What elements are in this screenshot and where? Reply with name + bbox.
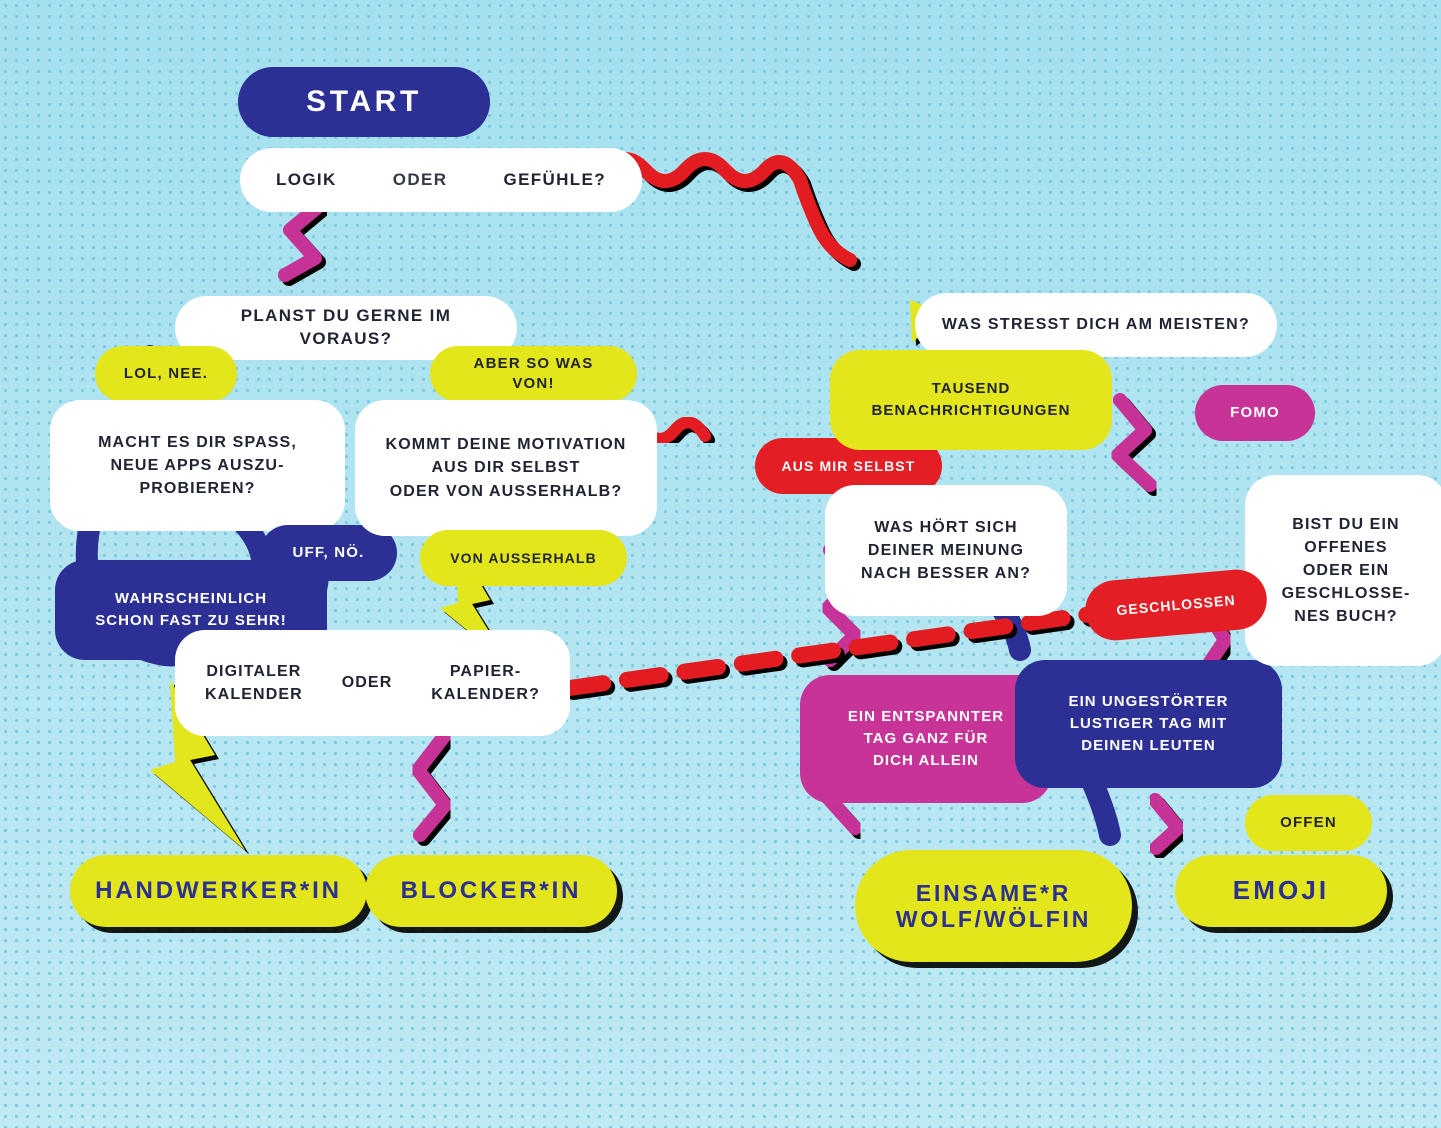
a-abersowasvon-text: ABER SO WAS VON! (456, 354, 611, 395)
q-apps-text: MACHT ES DIR SPASS, NEUE APPS AUSZU- PRO… (98, 431, 297, 501)
question-kalender: DIGITALER KALENDER ODER PAPIER- KALENDER… (175, 630, 570, 736)
start-label: START (306, 82, 422, 123)
question-motivation: KOMMT DEINE MOTIVATION AUS DIR SELBST OD… (355, 400, 657, 536)
answer-offen[interactable]: OFFEN (1245, 795, 1372, 851)
question-logik-gefuehle: LOGIK ODER GEFÜHLE? (240, 148, 642, 212)
result-handwerker-label: HANDWERKER*IN (95, 875, 342, 907)
q-buch-text: BIST DU EIN OFFENES ODER EIN GESCHLOSSE-… (1282, 513, 1411, 629)
qk-connector: ODER (342, 671, 393, 694)
question-besser: WAS HÖRT SICH DEINER MEINUNG NACH BESSER… (825, 485, 1067, 616)
a-ausmir-text: AUS MIR SELBST (782, 457, 916, 476)
q-planst-text: PLANST DU GERNE IM VORAUS? (201, 305, 491, 351)
result-emoji-label: EMOJI (1233, 873, 1330, 908)
answer-abersowasvon[interactable]: ABER SO WAS VON! (430, 346, 637, 402)
a-wahrscheinlich-text: WAHRSCHEINLICH SCHON FAST ZU SEHR! (95, 588, 287, 632)
a-lolnee-text: LOL, NEE. (124, 364, 208, 384)
a-offen-text: OFFEN (1280, 813, 1337, 833)
a-entspannter-text: EIN ENTSPANNTER TAG GANZ FÜR DICH ALLEIN (848, 706, 1004, 771)
answer-aussen[interactable]: VON AUSSERHALB (420, 530, 627, 586)
a-tausend-text: TAUSEND BENACHRICHTIGUNGEN (872, 378, 1071, 422)
qk-left[interactable]: DIGITALER KALENDER (205, 660, 303, 706)
a-fomo-text: FOMO (1230, 403, 1280, 423)
result-blocker: BLOCKER*IN (365, 855, 617, 927)
result-handwerker: HANDWERKER*IN (70, 855, 367, 927)
q1-connector: ODER (393, 169, 448, 192)
question-stress: WAS STRESST DICH AM MEISTEN? (915, 293, 1277, 357)
result-emoji: EMOJI (1175, 855, 1387, 927)
question-buch: BIST DU EIN OFFENES ODER EIN GESCHLOSSE-… (1245, 475, 1441, 666)
result-wolf-label: EINSAME*R WOLF/WÖLFIN (896, 880, 1091, 933)
a-aussen-text: VON AUSSERHALB (450, 549, 597, 568)
q1-option-gefuehle[interactable]: GEFÜHLE? (503, 169, 606, 192)
result-wolf: EINSAME*R WOLF/WÖLFIN (855, 850, 1132, 962)
answer-tausend[interactable]: TAUSEND BENACHRICHTIGUNGEN (830, 350, 1112, 450)
answer-geschlossen[interactable]: GESCHLOSSEN (1083, 567, 1270, 643)
qk-right[interactable]: PAPIER- KALENDER? (431, 660, 540, 706)
q1-option-logik[interactable]: LOGIK (276, 169, 337, 192)
answer-fomo[interactable]: FOMO (1195, 385, 1315, 441)
start-node: START (238, 67, 490, 137)
q-besser-text: WAS HÖRT SICH DEINER MEINUNG NACH BESSER… (861, 516, 1031, 586)
q-motivation-text: KOMMT DEINE MOTIVATION AUS DIR SELBST OD… (386, 433, 627, 503)
question-apps: MACHT ES DIR SPASS, NEUE APPS AUSZU- PRO… (50, 400, 345, 531)
a-lustig-text: EIN UNGESTÖRTER LUSTIGER TAG MIT DEINEN … (1069, 691, 1229, 756)
a-geschlossen-text: GESCHLOSSEN (1116, 590, 1237, 619)
result-blocker-label: BLOCKER*IN (401, 875, 582, 907)
q-stress-text: WAS STRESST DICH AM MEISTEN? (942, 314, 1250, 336)
answer-lustig[interactable]: EIN UNGESTÖRTER LUSTIGER TAG MIT DEINEN … (1015, 660, 1282, 788)
answer-lolnee[interactable]: LOL, NEE. (95, 346, 237, 402)
